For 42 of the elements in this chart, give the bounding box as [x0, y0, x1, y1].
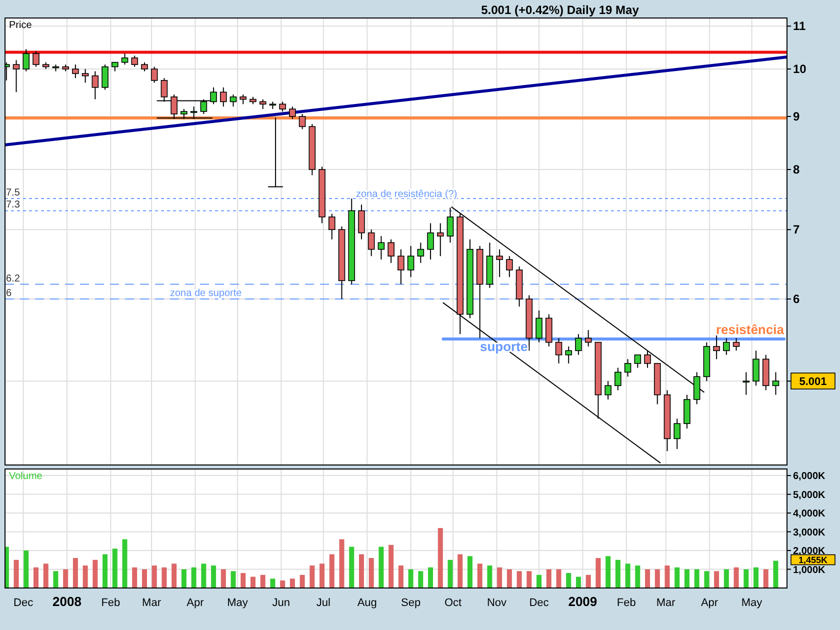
- y-tick-label: 7: [793, 222, 800, 237]
- y-tick-label: 9: [793, 109, 800, 124]
- x-tick-label: Dec: [14, 597, 34, 609]
- text: 5.001: [799, 376, 827, 388]
- y-axis-title: Price: [9, 20, 32, 31]
- x-tick-label: Jun: [272, 597, 290, 609]
- y-tick-label: 3,000K: [793, 527, 826, 538]
- ref-line-label: 7.3: [6, 200, 20, 211]
- y-tick-label: 11: [793, 19, 806, 34]
- x-tick-label: May: [227, 597, 248, 609]
- y-tick-label: 4,000K: [793, 508, 826, 520]
- x-tick-label: Nov: [486, 597, 508, 609]
- y-tick-label: 2,000K: [793, 546, 826, 558]
- x-tick-label: Dec: [529, 597, 550, 609]
- ref-line-label: 7.5: [6, 188, 20, 199]
- x-tick-label: 2008: [52, 594, 82, 609]
- ref-line-label: 6: [6, 288, 12, 300]
- x-tick-label: Mar: [142, 597, 162, 609]
- y-tick-label: 1,000K: [793, 564, 826, 576]
- x-tick-label: Apr: [186, 597, 204, 609]
- x-tick-label: Sep: [401, 597, 421, 609]
- annotation: zona de resistência (?): [356, 189, 458, 200]
- x-tick-label: 2009: [568, 594, 598, 609]
- text: 1,455K: [798, 554, 828, 565]
- x-tick-label: Apr: [700, 597, 718, 609]
- x-tick-label: Feb: [101, 597, 120, 609]
- y-tick-label: 6,000K: [793, 471, 826, 482]
- y-axis-title: Volume: [9, 471, 43, 482]
- x-tick-label: May: [741, 597, 763, 609]
- x-tick-label: Mar: [656, 597, 676, 609]
- annotation: zona de suporte: [170, 288, 242, 299]
- chart-title: 5.001 (+0.42%) Daily 19 May: [481, 3, 640, 17]
- y-tick-label: 10: [793, 62, 807, 76]
- x-tick-label: Oct: [444, 597, 462, 609]
- x-tick-label: Feb: [616, 597, 636, 609]
- y-tick-label: 5,000K: [793, 490, 826, 501]
- annotation: resistência: [716, 322, 785, 337]
- x-tick-label: Aug: [357, 597, 377, 609]
- x-tick-label: Jul: [316, 597, 330, 609]
- y-tick-label: 6: [793, 292, 800, 306]
- ref-line-label: 6.2: [6, 273, 20, 284]
- y-tick-label: 8: [793, 162, 800, 176]
